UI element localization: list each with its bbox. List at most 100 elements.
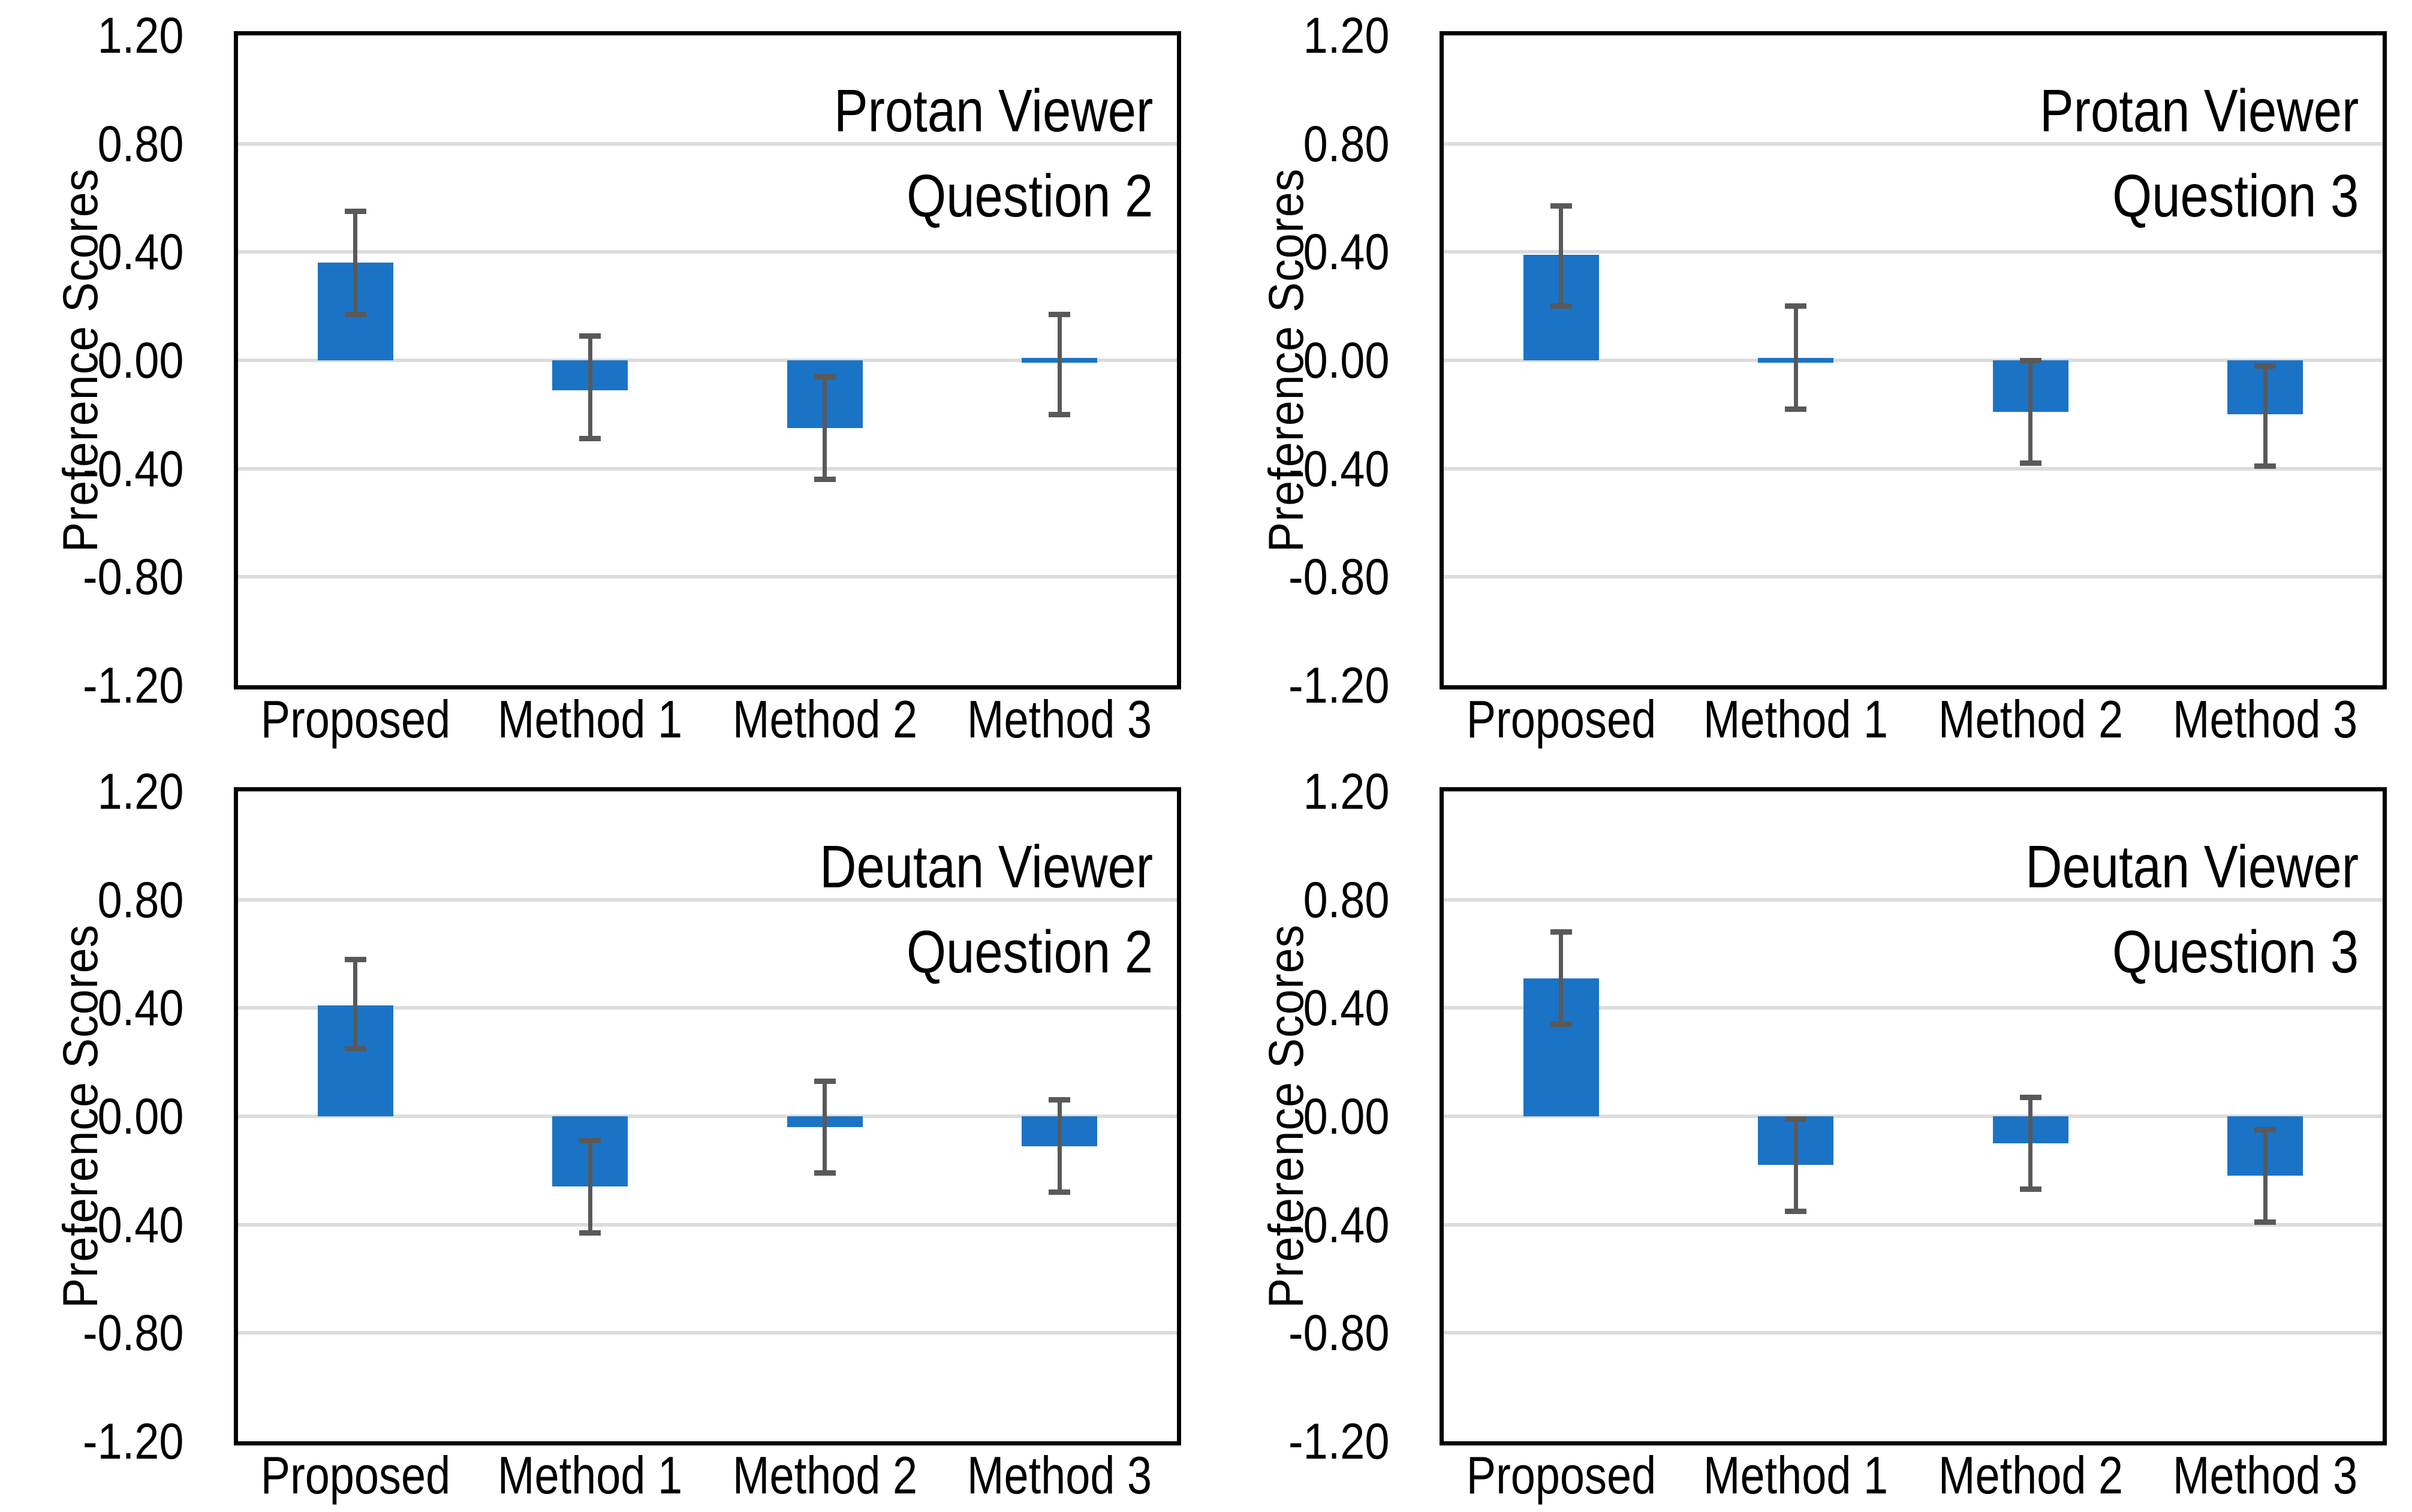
gridline	[1444, 250, 2383, 254]
x-tick-label: Method 2	[732, 689, 917, 749]
x-tick-label: Method 1	[1703, 689, 1889, 749]
error-bar-line	[1793, 1119, 1798, 1212]
error-bar-cap-bottom	[2254, 463, 2277, 469]
gridline	[1444, 1331, 2383, 1335]
error-bar-cap-top	[1049, 311, 1071, 317]
error-bar-cap-top	[1049, 1097, 1071, 1103]
y-tick-label: 0.00	[97, 332, 183, 388]
error-bar-line	[2028, 360, 2033, 463]
error-bar-line	[823, 377, 827, 480]
gridline	[238, 1006, 1177, 1010]
error-bar-cap-bottom	[2019, 460, 2041, 466]
y-tick-label: 0.40	[1303, 224, 1389, 281]
y-tick-label: -1.20	[82, 1413, 183, 1469]
error-bar-cap-bottom	[579, 436, 601, 442]
y-tick-label: -0.80	[1288, 549, 1389, 606]
error-bar-cap-bottom	[2019, 1186, 2041, 1192]
error-bar-cap-bottom	[579, 1230, 601, 1236]
gridline	[1444, 897, 2383, 902]
chart-title: Protan Viewer Question 3	[2040, 68, 2359, 239]
error-bar-cap-top	[579, 1138, 601, 1144]
chart-panel-protan-question3: Preference Scores Protan Viewer Question…	[1206, 0, 2411, 756]
error-bar-cap-top	[579, 333, 601, 339]
error-bar-line	[588, 336, 592, 439]
chart-title-line1: Protan Viewer	[833, 77, 1153, 144]
error-bar-cap-bottom	[814, 477, 836, 483]
error-bar-line	[2028, 1097, 2033, 1189]
gridline	[1444, 1222, 2383, 1227]
y-tick-label: -1.20	[82, 657, 183, 713]
y-tick-label: 0.40	[97, 980, 183, 1037]
error-bar-cap-top	[2019, 1094, 2041, 1100]
gridline	[238, 359, 1177, 362]
plot-area: Deutan Viewer Question 2	[234, 787, 1181, 1445]
gridline	[1444, 1006, 2383, 1010]
y-tick-label: -0.40	[82, 440, 183, 497]
y-tick-label: -0.40	[82, 1196, 183, 1253]
gridline	[238, 1222, 1177, 1227]
error-bar-cap-bottom	[344, 311, 366, 317]
error-bar-cap-top	[2254, 363, 2277, 369]
error-bar-line	[1559, 932, 1564, 1025]
y-tick-label: -1.20	[1288, 1413, 1389, 1469]
x-tick-label: Method 3	[967, 689, 1152, 749]
y-tick-label: 0.00	[97, 1088, 183, 1144]
y-tick-label: -0.40	[1288, 1196, 1389, 1253]
y-tick-label: 0.00	[1303, 1088, 1389, 1144]
chart-panel-deutan-question2: Preference Scores Deutan Viewer Question…	[0, 756, 1206, 1512]
gridline	[1444, 359, 2383, 362]
gridline	[238, 1331, 1177, 1335]
gridline	[238, 466, 1177, 471]
error-bar-line	[1057, 1100, 1062, 1192]
x-tick-label: Method 3	[2173, 689, 2358, 749]
y-tick-label: -0.80	[82, 549, 183, 606]
error-bar-line	[588, 1140, 592, 1233]
error-bar-cap-top	[814, 1078, 836, 1084]
gridline	[1444, 1115, 2383, 1118]
error-bar-cap-bottom	[1785, 1208, 1807, 1214]
error-bar-cap-bottom	[1550, 1021, 1572, 1027]
error-bar-cap-top	[814, 374, 836, 379]
gridline	[238, 250, 1177, 254]
chart-title-line2: Question 2	[906, 918, 1153, 986]
error-bar-cap-bottom	[1550, 303, 1572, 309]
error-bar-line	[1793, 306, 1798, 409]
plot-area: Protan Viewer Question 3	[1440, 31, 2387, 689]
y-tick-label: 0.40	[97, 224, 183, 281]
gridline	[238, 897, 1177, 902]
y-tick-label: 1.20	[97, 7, 183, 64]
y-tick-label: -0.80	[82, 1305, 183, 1362]
error-bar-cap-top	[344, 956, 366, 962]
y-tick-label: -0.40	[1288, 440, 1389, 497]
error-bar-cap-top	[1550, 203, 1572, 209]
y-tick-label: 0.00	[1303, 332, 1389, 388]
gridline	[238, 1115, 1177, 1118]
chart-title: Deutan Viewer Question 3	[2025, 824, 2359, 995]
x-tick-label: Method 1	[498, 689, 683, 749]
chart-title-line2: Question 3	[2112, 918, 2359, 986]
x-tick-label: Proposed	[260, 1445, 450, 1505]
y-tick-label: 1.20	[1303, 7, 1389, 64]
error-bar-line	[1057, 314, 1062, 415]
error-bar-cap-top	[1785, 1116, 1807, 1122]
gridline	[238, 141, 1177, 146]
gridline	[238, 575, 1177, 579]
chart-panel-deutan-question3: Preference Scores Deutan Viewer Question…	[1206, 756, 2411, 1512]
y-tick-label: 0.80	[97, 115, 183, 172]
error-bar-line	[2263, 366, 2268, 466]
y-tick-label: 1.20	[1303, 763, 1389, 820]
error-bar-cap-bottom	[2254, 1219, 2277, 1225]
x-tick-label: Method 1	[1703, 1445, 1889, 1505]
x-tick-label: Method 2	[1938, 1445, 2123, 1505]
chart-panel-protan-question2: Preference Scores Protan Viewer Question…	[0, 0, 1206, 756]
error-bar-line	[2263, 1130, 2268, 1222]
gridline	[1444, 575, 2383, 579]
y-tick-label: 1.20	[97, 763, 183, 820]
error-bar-line	[353, 959, 358, 1049]
error-bar-cap-top	[1550, 929, 1572, 935]
error-bar-line	[353, 211, 358, 315]
chart-title-line2: Question 2	[906, 162, 1153, 230]
chart-title-line1: Deutan Viewer	[820, 833, 1153, 900]
chart-title-line1: Protan Viewer	[2039, 77, 2359, 144]
chart-title-line2: Question 3	[2112, 162, 2359, 230]
